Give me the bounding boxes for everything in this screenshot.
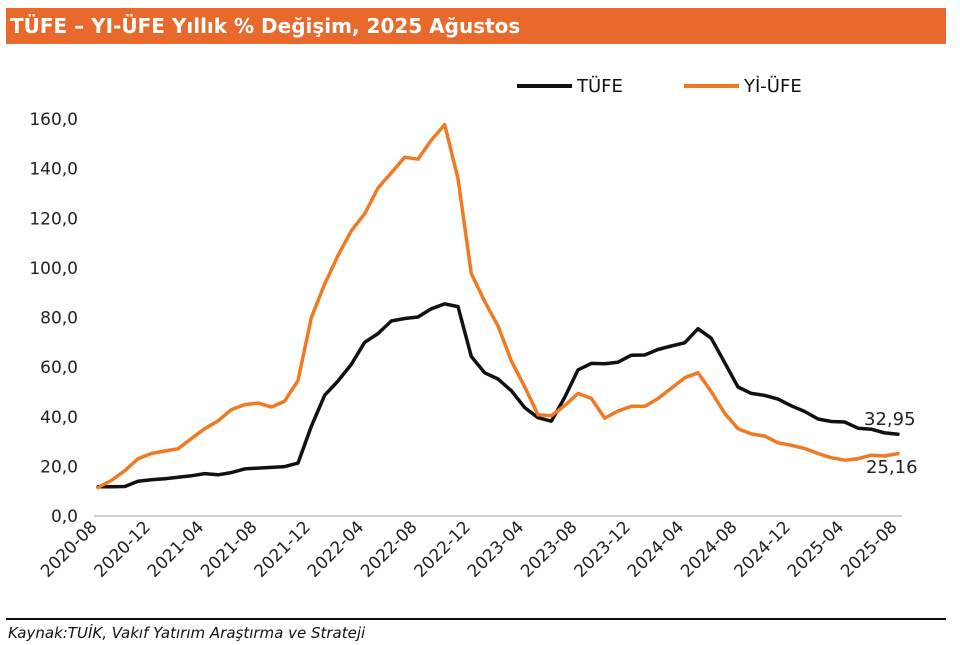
source-divider (6, 618, 946, 620)
x-tick-label: 2020-08 (37, 517, 101, 581)
x-tick-label: 2023-08 (517, 517, 581, 581)
x-tick-label: 2024-12 (731, 517, 795, 581)
y-tick-label: 40,0 (40, 408, 78, 428)
x-tick-label: 2021-12 (251, 517, 315, 581)
end-label-tufe: 32,95 (864, 409, 916, 430)
line-chart: 0,020,040,060,080,0100,0120,0140,0160,0 … (29, 75, 918, 582)
x-tick-label: 2021-08 (197, 517, 261, 581)
y-tick-label: 160,0 (29, 110, 78, 130)
x-tick-label: 2021-04 (144, 517, 208, 581)
series-group (96, 122, 900, 490)
y-tick-label: 60,0 (40, 358, 78, 378)
x-tick-label: 2024-04 (624, 517, 688, 581)
legend: TÜFE Yİ-ÜFE (517, 75, 802, 97)
y-tick-label: 80,0 (40, 309, 78, 329)
end-label-yiufe: 25,16 (866, 457, 918, 478)
x-tick-label: 2025-04 (784, 517, 848, 581)
y-tick-label: 100,0 (29, 259, 78, 279)
x-tick-label: 2020-12 (91, 517, 155, 581)
legend-label-yiufe: Yİ-ÜFE (743, 75, 802, 97)
y-tick-label: 20,0 (40, 457, 78, 477)
chart-title: TÜFE – YI-ÜFE Yıllık % Değişim, 2025 Ağu… (6, 8, 946, 44)
x-tick-label: 2023-04 (464, 517, 528, 581)
legend-label-tufe: TÜFE (576, 75, 623, 97)
x-axis: 2020-082020-122021-042021-082021-122022-… (37, 517, 901, 581)
y-tick-label: 140,0 (29, 160, 78, 180)
y-axis: 0,0 20,0 40,0 60,0 80,0 100,0 120,0 140,0 160,0 (29, 110, 78, 527)
x-tick-label: 2024-08 (677, 517, 741, 581)
x-tick-label: 2023-12 (571, 517, 635, 581)
y-tick-label: 0,0 (51, 507, 78, 527)
series-line-tufe (96, 302, 900, 489)
x-tick-label: 2025-08 (837, 517, 901, 581)
series-line-yiufe (96, 122, 900, 490)
y-tick-label: 120,0 (29, 209, 78, 229)
x-tick-label: 2022-12 (411, 517, 475, 581)
x-tick-label: 2022-08 (357, 517, 421, 581)
x-tick-label: 2022-04 (304, 517, 368, 581)
source-note: Kaynak:TUİK, Vakıf Yatırım Araştırma ve … (8, 624, 366, 642)
